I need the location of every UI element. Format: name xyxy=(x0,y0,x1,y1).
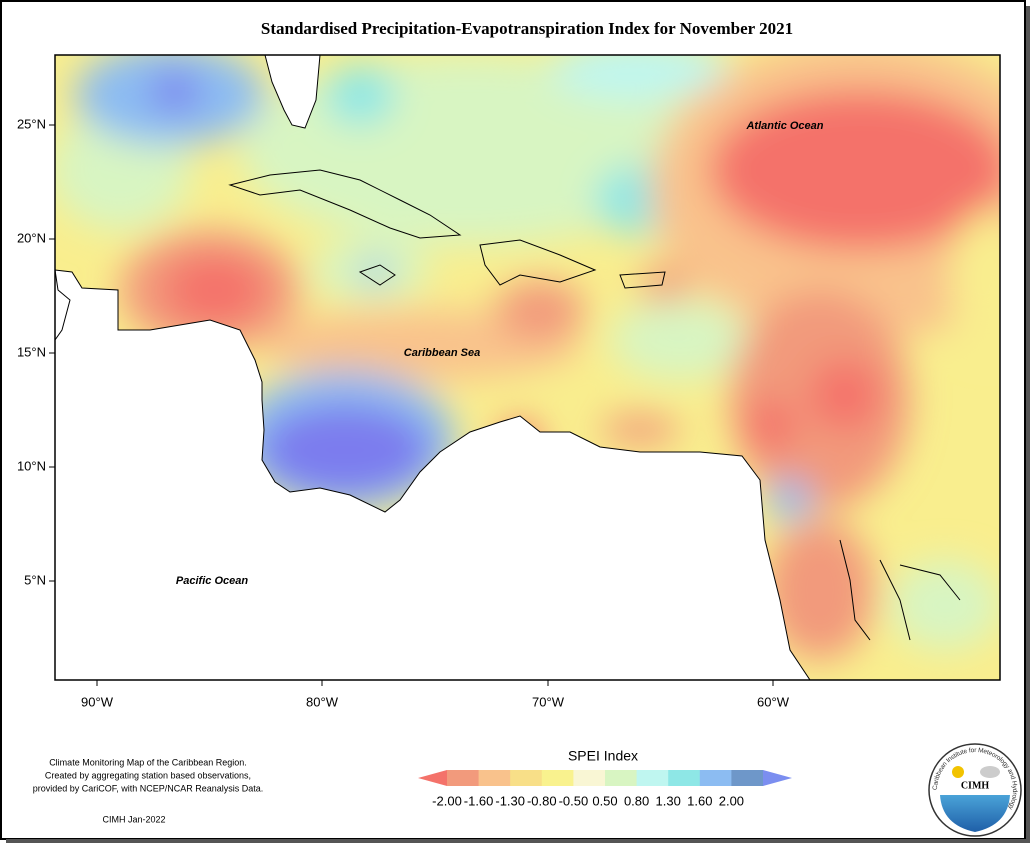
lat-label: 25°N xyxy=(17,116,46,131)
florida xyxy=(264,55,321,129)
legend-arrow xyxy=(418,770,447,786)
note: Climate Monitoring Map of the Caribbean … xyxy=(49,757,247,767)
lon-label: 80°W xyxy=(306,694,339,709)
legend-swatch xyxy=(573,770,606,786)
lat-label: 20°N xyxy=(17,230,46,245)
legend-tick-label: -0.80 xyxy=(527,793,557,808)
legend-tick-label: 0.80 xyxy=(624,793,649,808)
legend-tick-label: -2.00 xyxy=(432,793,462,808)
coast xyxy=(55,269,71,341)
title: Standardised Precipitation-Evapotranspir… xyxy=(261,19,793,38)
legend-tick-label: -0.50 xyxy=(559,793,589,808)
legend-swatch xyxy=(605,770,638,786)
legend-title: SPEI Index xyxy=(568,748,638,764)
shadow xyxy=(1026,6,1030,843)
lat-label: 10°N xyxy=(17,458,46,473)
lat-label: 15°N xyxy=(17,344,46,359)
place-label: Atlantic Ocean xyxy=(745,120,823,132)
logo-cloud xyxy=(980,766,1000,778)
legend-swatch xyxy=(541,770,574,786)
place-label: Pacific Ocean xyxy=(176,575,248,587)
lat-label: 5°N xyxy=(24,572,46,587)
legend-tick-label: 1.30 xyxy=(656,793,681,808)
logo-name: CIMH xyxy=(961,780,990,791)
credit: CIMH Jan-2022 xyxy=(102,814,165,824)
lon-label: 60°W xyxy=(757,694,790,709)
legend-swatch xyxy=(478,770,511,786)
map-frame xyxy=(54,54,1001,681)
borders xyxy=(839,539,961,641)
note: provided by CariCOF, with NCEP/NCAR Rean… xyxy=(33,783,264,793)
legend-swatch xyxy=(447,770,480,786)
land-no-data xyxy=(55,269,811,680)
logo-sea xyxy=(940,795,1010,832)
lon-label: 90°W xyxy=(81,694,114,709)
legend-tick-label: 1.60 xyxy=(687,793,712,808)
puerto-rico xyxy=(619,271,666,289)
jamaica xyxy=(358,264,396,286)
legend-tick-label: 2.00 xyxy=(719,793,744,808)
lon-label: 70°W xyxy=(532,694,565,709)
note: Created by aggregating station based obs… xyxy=(45,770,251,780)
legend-arrow xyxy=(763,770,792,786)
legend-tick-label: -1.30 xyxy=(495,793,525,808)
logo-sun xyxy=(952,766,964,778)
legend-tick-label: -1.60 xyxy=(464,793,494,808)
spei-field xyxy=(55,55,1000,680)
cuba xyxy=(228,169,462,239)
legend-tick-label: 0.50 xyxy=(592,793,617,808)
legend-swatch xyxy=(668,770,701,786)
place-label: Caribbean Sea xyxy=(404,347,480,359)
legend-swatch xyxy=(731,770,764,786)
hispaniola xyxy=(479,239,597,286)
shadow xyxy=(6,839,1030,843)
legend-swatch xyxy=(699,770,732,786)
legend-swatch xyxy=(636,770,669,786)
legend-swatch xyxy=(510,770,543,786)
